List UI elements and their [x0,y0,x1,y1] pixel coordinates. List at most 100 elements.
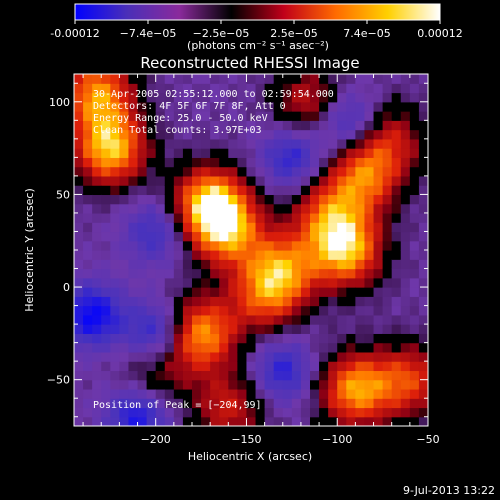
heatmap-cell [192,203,202,214]
heatmap-cell [128,388,139,399]
heatmap-cell [273,148,284,158]
heatmap-cell [228,203,238,214]
heatmap-cell [310,388,320,399]
heatmap-cell [246,148,257,158]
heatmap-cell [201,222,211,233]
heatmap-cell [210,175,220,186]
heatmap-cell [355,324,366,334]
heatmap-cell [182,74,193,84]
heatmap-cell [409,333,420,344]
heatmap-cell [246,203,257,214]
heatmap-cell [119,111,130,121]
heatmap-cell [409,83,420,94]
heatmap-cell [355,203,366,214]
heatmap-cell [74,388,84,399]
heatmap-cell [92,277,102,288]
heatmap-cell [155,83,166,94]
heatmap-cell [237,398,248,409]
heatmap-cell [119,175,130,186]
heatmap-cell [382,83,393,94]
footer-date: 9-Jul-2013 13:22 [403,484,495,497]
heatmap-cell [182,120,193,131]
heatmap-cell [364,138,375,149]
heatmap-cell [337,120,347,131]
heatmap-cell [346,138,356,149]
heatmap-cell [137,259,148,270]
heatmap-cell [119,240,130,251]
heatmap-cell [228,138,238,149]
heatmap-cell [400,222,411,233]
heatmap-cell [110,74,120,84]
heatmap-cell [74,333,84,344]
heatmap-cell [164,370,175,381]
heatmap-cell [364,175,375,186]
heatmap-cell [83,231,93,242]
heatmap-cell [110,194,120,205]
heatmap-cell [101,287,111,297]
heatmap-cell [300,287,311,297]
heatmap-cell [201,287,211,297]
heatmap-cell [310,111,320,121]
heatmap-cell [246,268,257,279]
heatmap-cell [164,120,175,131]
heatmap-cell [237,83,248,94]
heatmap-cell [355,194,366,205]
heatmap-cell [328,101,338,112]
heatmap-cell [300,157,311,168]
heatmap-cell [182,296,193,307]
heatmap-cell [373,342,384,353]
heatmap-cell [409,240,420,251]
heatmap-cell [273,74,284,84]
heatmap-cell [164,379,175,390]
heatmap-cell [282,305,293,316]
heatmap-cell [119,194,130,205]
heatmap-cell [310,74,320,84]
heatmap-cell [255,398,266,409]
heatmap-cell [291,129,302,140]
heatmap-cell [264,277,275,288]
heatmap-cell [137,120,148,131]
heatmap-cell [182,370,193,381]
heatmap-cell [355,305,366,316]
heatmap-cell [192,185,202,196]
heatmap-cell [119,398,130,409]
heatmap-cell [246,259,257,270]
heatmap-cell [110,351,120,362]
heatmap-cell [300,83,311,94]
heatmap-cell [201,379,211,390]
heatmap-cell [83,222,93,233]
heatmap-cell [264,398,275,409]
heatmap-cell [228,259,238,270]
heatmap-cell [300,407,311,418]
heatmap-cell [83,333,93,344]
heatmap-cell [74,111,84,121]
heatmap-cell [192,296,202,307]
x-tick-label: −100 [322,433,352,446]
heatmap-cell [201,148,211,158]
heatmap-cell [328,166,338,177]
heatmap-cell [219,92,229,103]
heatmap-cell [310,333,320,344]
heatmap-cell [83,203,93,214]
heatmap-cell [255,92,266,103]
heatmap-cell [228,240,238,251]
heatmap-cell [409,92,420,103]
heatmap-cell [264,83,275,94]
heatmap-cell [110,277,120,288]
heatmap-cell [155,194,166,205]
heatmap-cell [110,268,120,279]
heatmap-cell [282,74,293,84]
heatmap-cell [373,240,384,251]
heatmap-cell [228,120,238,131]
heatmap-cell [173,185,184,196]
heatmap-cell [310,129,320,140]
heatmap-cell [364,92,375,103]
heatmap-cell [291,361,302,372]
heatmap-cell [291,277,302,288]
heatmap-cell [373,314,384,325]
heatmap-cell [182,259,193,270]
heatmap-cell [110,287,120,297]
heatmap-cell [210,231,220,242]
heatmap-cell [110,305,120,316]
heatmap-cell [128,305,139,316]
